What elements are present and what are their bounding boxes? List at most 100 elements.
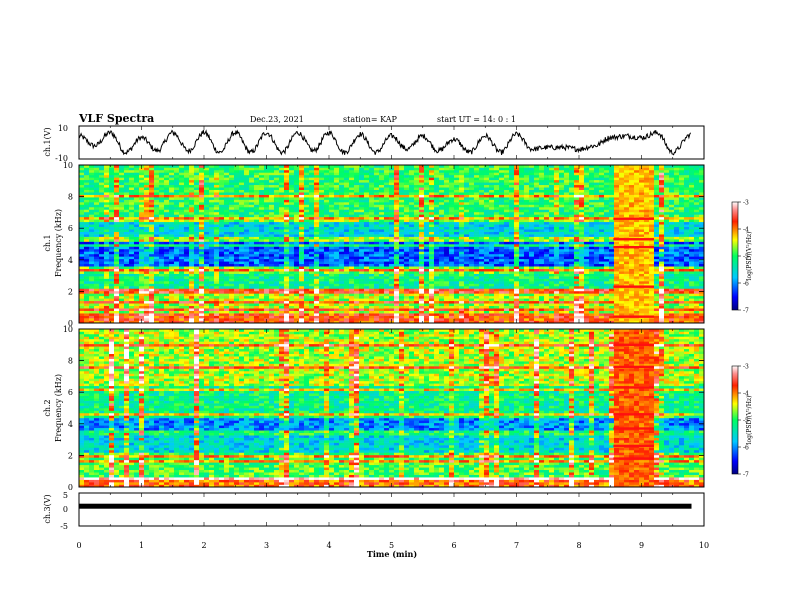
ch1-spectrogram-cell [204, 300, 210, 304]
ch1-spectrogram-cell [319, 179, 325, 183]
ch1-spectrogram-cell [279, 271, 285, 274]
ch1-spectrogram-cell [259, 229, 265, 232]
ch1-spectrogram-cell [159, 305, 165, 309]
ch1-spectrogram-cell [274, 310, 280, 314]
ch1-spectrogram-cell [89, 184, 95, 188]
ch1-spectrogram-cell [219, 234, 225, 237]
ch1-spectrogram-cell [184, 268, 190, 272]
ch1-spectrogram-cell [104, 313, 110, 316]
ch1-spectrogram-cell [164, 199, 170, 203]
ch1-spectrogram-cell [394, 266, 400, 269]
ch1-spectrogram-cell [424, 189, 430, 193]
ch1-spectrogram-cell [134, 214, 140, 218]
ch1-spectrogram-cell [114, 174, 120, 178]
ch1-spectrogram-cell [389, 288, 395, 292]
ch1-spectrogram-cell [144, 290, 150, 294]
ch1-spectrogram-cell [94, 165, 100, 168]
ch1-spectrogram-cell [104, 263, 110, 267]
ch1-spectrogram-cell [269, 298, 275, 302]
ch1-spectrogram-cell [414, 285, 420, 289]
ch1-spectrogram-cell [124, 214, 130, 218]
ch1-spectrogram-cell [179, 263, 185, 267]
ch1-spectrogram-cell [334, 206, 340, 210]
ch1-spectrogram-cell [424, 256, 430, 260]
ch1-spectrogram-cell [459, 246, 465, 250]
ch1-spectrogram-cell [314, 276, 320, 279]
ch1-spectrogram-cell [309, 290, 315, 294]
ch1-spectrogram-cell [189, 244, 195, 247]
ch1-spectrogram-cell [114, 248, 120, 252]
ch1-spectrogram-cell [244, 310, 250, 314]
ch1-spectrogram-cell [439, 303, 445, 307]
ch1-spectrogram-cell [164, 271, 170, 274]
ch1-spectrogram-cell [94, 295, 100, 299]
ch1-spectrogram-cell [454, 177, 460, 181]
ch1-spectrogram-cell [289, 219, 295, 223]
ch1-spectrogram-cell [184, 209, 190, 213]
ch1-spectrogram-cell [389, 221, 395, 225]
ch1-spectrogram-cell [174, 216, 180, 220]
ch1-spectrogram-cell [309, 261, 315, 265]
ch1-spectrogram-cell [374, 298, 380, 302]
ch1-spectrogram-cell [144, 310, 150, 314]
ch1-spectrogram-cell [349, 251, 355, 255]
ch1-spectrogram-cell [144, 192, 150, 195]
ch1-spectrogram-cell [94, 290, 100, 294]
ch1-spectrogram-cell [179, 246, 185, 250]
ch1-spectrogram-cell [94, 234, 100, 237]
ch1-spectrogram-cell [229, 226, 235, 230]
ch1-spectrogram-cell [344, 261, 350, 265]
ch1-spectrogram-cell [79, 179, 85, 183]
ch1-spectrogram-cell [99, 211, 105, 215]
ch1-spectrogram-cell [379, 234, 385, 237]
ch1-spectrogram-cell [399, 283, 405, 287]
ch1-spectrogram-cell [279, 308, 285, 311]
ch1-spectrogram-cell [254, 219, 260, 223]
ch1-spectrogram-cell [164, 219, 170, 223]
ch1-spectrogram-cell [159, 177, 165, 181]
ch1-spectrogram-cell [79, 197, 85, 200]
ch1-spectrogram-cell [369, 276, 375, 279]
ch1-spectrogram-cell [99, 285, 105, 289]
ch1-spectrogram-cell [334, 189, 340, 193]
ch1-spectrogram-cell [219, 167, 225, 171]
ch1-spectrogram-cell [139, 184, 145, 188]
ch1-spectrogram-cell [169, 303, 175, 307]
ch1-spectrogram-cell [389, 189, 395, 193]
ch1-spectrogram-cell [219, 271, 225, 274]
ch1-spectrogram-cell [249, 258, 255, 262]
ch1-spectrogram-cell [114, 246, 120, 250]
ch1-spectrogram-cell [279, 204, 285, 208]
ch1-spectrogram-cell [314, 234, 320, 237]
ch1-spectrogram-cell [114, 295, 120, 299]
ch1-spectrogram-cell [259, 300, 265, 304]
ch1-spectrogram-cell [204, 246, 210, 250]
ch1-spectrogram-cell [279, 214, 285, 218]
ch1-spectrogram-cell [434, 288, 440, 292]
ch1-spectrogram-cell [164, 278, 170, 282]
ch1-spectrogram-cell [204, 305, 210, 309]
ch1-spectrogram-cell [439, 315, 445, 319]
ch1-spectrogram-cell [249, 310, 255, 314]
ch1-spectrogram-cell [249, 253, 255, 257]
ch1-spectrogram-cell [239, 189, 245, 193]
ch1-spectrogram-cell [204, 276, 210, 279]
ch1-spectrogram-cell [79, 298, 85, 302]
ch1-spectrogram-cell [429, 177, 435, 181]
ch1-spectrogram-cell [444, 174, 450, 178]
ch1-spectrogram-cell [284, 300, 290, 304]
ch1-spectrogram-cell [409, 204, 415, 208]
ch1-spectrogram-cell [264, 273, 270, 277]
ch1-spectrogram-cell [149, 226, 155, 230]
ch1-spectrogram-cell [304, 165, 310, 168]
ch1-spectrogram-cell [429, 268, 435, 272]
ch1-spectrogram-cell [194, 229, 200, 232]
ch1-spectrogram-cell [144, 246, 150, 250]
ch1-spectrogram-cell [419, 174, 425, 178]
ch1-spectrogram-cell [354, 165, 360, 168]
ch1-spectrogram-cell [374, 308, 380, 311]
ch1-spectrogram-cell [319, 192, 325, 195]
ch1-spectrogram-cell [349, 271, 355, 274]
ch1-spectrogram-cell [354, 261, 360, 265]
ch1-spectrogram-cell [139, 253, 145, 257]
